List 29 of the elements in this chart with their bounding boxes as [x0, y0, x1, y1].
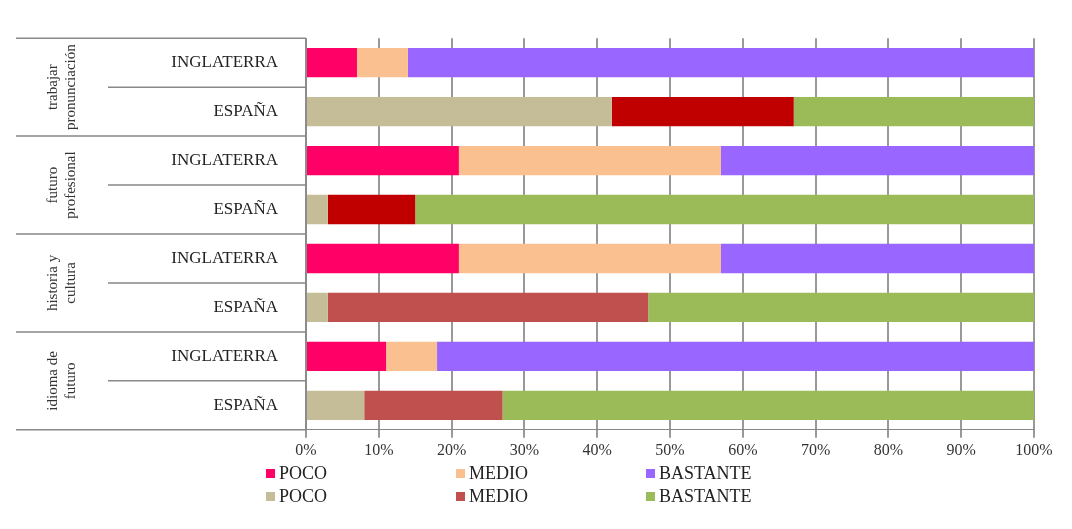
y-tick-label: INGLATERRA — [171, 52, 279, 72]
x-tick-label: 60% — [728, 440, 758, 458]
legend-label: POCO — [279, 486, 328, 507]
text: idioma de futuro — [43, 350, 78, 411]
y-tick-label: INGLATERRA — [171, 150, 279, 170]
y-tick-label: ESPAÑA — [213, 296, 279, 316]
x-tick-label: 90% — [946, 440, 976, 458]
y-tick-label: INGLATERRA — [171, 345, 279, 365]
legend-label: BASTANTE — [659, 463, 752, 484]
y-tick-label: ESPAÑA — [213, 394, 279, 414]
x-tick-label: 10% — [364, 440, 394, 458]
legend-label: MEDIO — [469, 486, 528, 507]
legend-label: POCO — [279, 463, 328, 484]
text: trabajar pronunciación — [43, 43, 78, 131]
x-tick-label: 20% — [436, 440, 467, 458]
x-tick-label: 0% — [295, 440, 317, 458]
text: historia y cultura — [43, 254, 78, 312]
x-tick-label: 30% — [509, 440, 540, 458]
y-tick-label: INGLATERRA — [171, 247, 279, 267]
y-tick-label: ESPAÑA — [213, 101, 279, 121]
y-tick-label: ESPAÑA — [213, 198, 279, 218]
x-tick-label: 100% — [1015, 440, 1053, 458]
legend-label: BASTANTE — [659, 486, 752, 507]
legend-label: MEDIO — [469, 463, 528, 484]
x-tick-label: 40% — [582, 440, 612, 458]
text: futuro profesional — [43, 151, 78, 219]
x-tick-label: 70% — [800, 440, 831, 458]
x-tick-label: 80% — [873, 440, 904, 458]
x-tick-label: 50% — [655, 440, 685, 458]
